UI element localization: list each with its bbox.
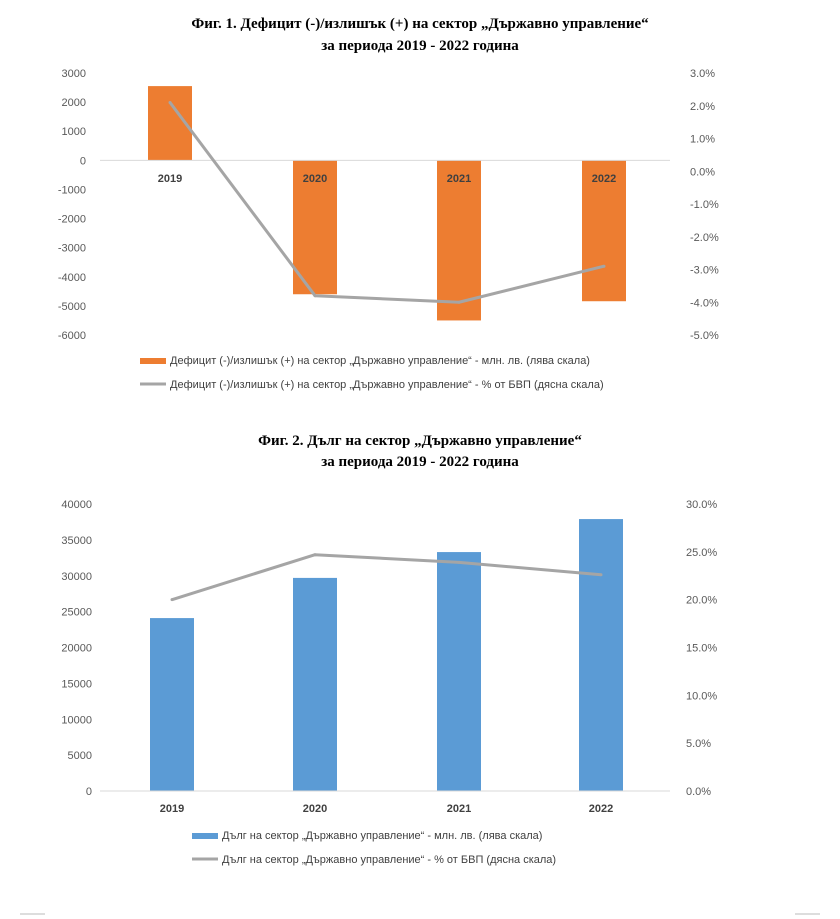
legend-label-bar: Дълг на сектор „Държавно управление“ - м… xyxy=(222,830,542,842)
y-right-tick-label: 20.0% xyxy=(686,595,717,607)
line-point-2022 xyxy=(602,264,606,268)
y-left-tick-label: 1000 xyxy=(62,126,86,138)
bar-2021 xyxy=(437,160,481,321)
y-left-tick-label: -6000 xyxy=(58,330,86,342)
y-right-tick-label: 3.0% xyxy=(690,68,715,80)
line-point-2021 xyxy=(457,300,461,304)
y-right-tick-label: -2.0% xyxy=(690,232,719,244)
x-category-label: 2019 xyxy=(160,803,184,815)
legend-label-line: Дълг на сектор „Държавно управление“ - %… xyxy=(222,854,556,866)
x-category-label: 2021 xyxy=(447,173,471,185)
y-right-tick-label: 15.0% xyxy=(686,643,717,655)
bar-2020 xyxy=(293,577,337,791)
line-point-2022 xyxy=(599,573,603,577)
bar-2019 xyxy=(150,618,194,791)
y-left-tick-label: 0 xyxy=(86,786,92,798)
y-left-tick-label: 5000 xyxy=(68,750,92,762)
y-left-tick-label: 30000 xyxy=(61,571,92,583)
y-right-tick-label: -1.0% xyxy=(690,199,719,211)
x-category-label: 2021 xyxy=(447,803,471,815)
y-right-tick-label: 10.0% xyxy=(686,690,717,702)
x-category-label: 2020 xyxy=(303,803,327,815)
y-right-tick-label: 0.0% xyxy=(686,786,711,798)
y-left-tick-label: -5000 xyxy=(58,301,86,313)
y-left-tick-label: -1000 xyxy=(58,184,86,196)
legend-label-bar: Дефицит (-)/излишък (+) на сектор „Държа… xyxy=(170,355,590,367)
x-category-label: 2020 xyxy=(303,173,327,185)
bar-2022 xyxy=(582,160,626,302)
series-line-pct-gdp xyxy=(168,101,605,304)
y-left-tick-label: 0 xyxy=(80,155,86,167)
chart2-title-line: за периода 2019 - 2022 година xyxy=(321,454,519,470)
bar-2020 xyxy=(293,160,337,295)
legend-label-line: Дефицит (-)/излишък (+) на сектор „Държа… xyxy=(170,379,604,391)
line-point-2021 xyxy=(457,560,461,564)
y-left-tick-label: 35000 xyxy=(61,535,92,547)
series-line-pct-gdp xyxy=(171,553,602,602)
y-right-tick-label: -4.0% xyxy=(690,297,719,309)
y-right-tick-label: 1.0% xyxy=(690,134,715,146)
y-right-tick-label: 25.0% xyxy=(686,547,717,559)
y-right-tick-label: 5.0% xyxy=(686,738,711,750)
bar-2021 xyxy=(437,552,481,791)
chart1-title-line: Фиг. 1. Дефицит (-)/излишък (+) на секто… xyxy=(191,16,649,32)
chart1-title-line: за периода 2019 - 2022 година xyxy=(321,38,519,54)
line-point-2020 xyxy=(313,553,317,557)
x-category-label: 2022 xyxy=(592,173,616,185)
y-right-tick-label: 30.0% xyxy=(686,499,717,511)
legend-swatch-bar xyxy=(140,358,166,364)
y-left-tick-label: 2000 xyxy=(62,97,86,109)
y-right-tick-label: -5.0% xyxy=(690,330,719,342)
y-left-tick-label: 10000 xyxy=(61,714,92,726)
y-right-tick-label: 2.0% xyxy=(690,101,715,113)
y-right-tick-label: -3.0% xyxy=(690,265,719,277)
y-left-tick-label: -4000 xyxy=(58,272,86,284)
y-left-tick-label: -2000 xyxy=(58,214,86,226)
y-left-tick-label: 25000 xyxy=(61,607,92,619)
y-left-tick-label: 40000 xyxy=(61,499,92,511)
bar-2022 xyxy=(579,519,623,791)
line-point-2019 xyxy=(168,100,172,104)
y-left-tick-label: -3000 xyxy=(58,243,86,255)
y-left-tick-label: 15000 xyxy=(61,678,92,690)
y-left-tick-label: 20000 xyxy=(61,643,92,655)
x-category-label: 2019 xyxy=(158,173,182,185)
y-left-tick-label: 3000 xyxy=(62,68,86,80)
line-point-2019 xyxy=(170,598,174,602)
legend-swatch-bar xyxy=(192,833,218,839)
line-point-2020 xyxy=(313,294,317,298)
x-category-label: 2022 xyxy=(589,803,613,815)
y-right-tick-label: 0.0% xyxy=(690,166,715,178)
chart2-title-line: Фиг. 2. Дълг на сектор „Държавно управле… xyxy=(258,433,582,449)
